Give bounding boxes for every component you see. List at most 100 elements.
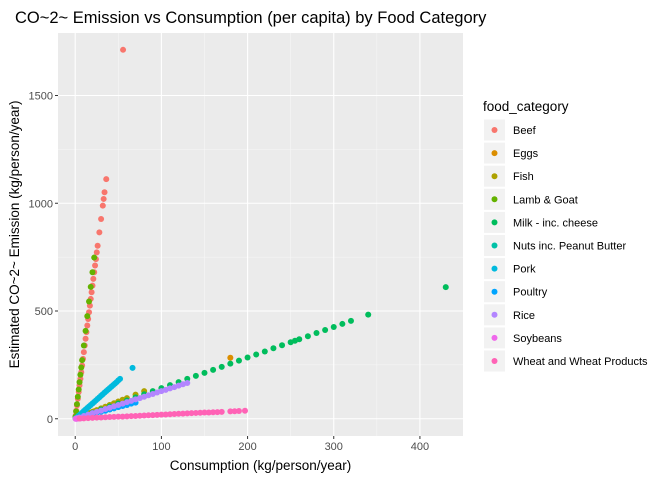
- data-point: [304, 333, 311, 340]
- data-point: [90, 275, 97, 282]
- data-point: [270, 345, 277, 352]
- data-point: [184, 379, 191, 386]
- x-tick-label: 400: [411, 441, 429, 453]
- legend-label: Rice: [513, 310, 535, 322]
- legend-marker: [491, 127, 498, 133]
- data-point: [149, 412, 156, 419]
- data-point: [136, 412, 143, 419]
- data-point: [261, 348, 268, 355]
- x-axis-label: Consumption (kg/person/year): [170, 458, 352, 473]
- data-point: [145, 412, 152, 419]
- data-point: [322, 326, 329, 333]
- data-point: [197, 409, 204, 416]
- legend-label: Soybeans: [513, 333, 562, 345]
- data-point: [87, 283, 94, 290]
- data-point: [93, 414, 100, 421]
- data-point: [77, 371, 84, 378]
- data-point: [132, 412, 139, 419]
- data-point: [129, 364, 136, 371]
- data-point: [192, 372, 199, 379]
- data-point: [154, 411, 161, 418]
- legend-marker: [491, 150, 498, 157]
- legend-marker: [491, 242, 498, 249]
- data-point: [98, 215, 105, 222]
- data-point: [111, 413, 118, 420]
- data-point: [123, 413, 130, 420]
- legend-marker: [491, 173, 498, 180]
- data-point: [128, 413, 135, 420]
- data-point: [120, 46, 127, 53]
- data-point: [119, 413, 126, 420]
- x-tick-label: 200: [238, 441, 256, 453]
- data-point: [76, 415, 83, 422]
- y-tick-label: 1500: [29, 90, 53, 102]
- data-point: [347, 317, 354, 324]
- data-point: [235, 408, 242, 415]
- data-point: [84, 322, 91, 329]
- legend-marker: [491, 265, 498, 272]
- data-point: [96, 229, 103, 236]
- data-point: [88, 289, 95, 296]
- data-point: [244, 354, 251, 361]
- data-point: [76, 379, 83, 386]
- data-point: [158, 411, 165, 418]
- data-point: [73, 401, 80, 408]
- data-point: [210, 366, 217, 373]
- x-tick-label: 100: [152, 441, 170, 453]
- data-point: [102, 414, 109, 421]
- data-point: [162, 411, 169, 418]
- data-point: [296, 336, 303, 343]
- legend-title: food_category: [483, 99, 569, 114]
- data-point: [93, 249, 100, 256]
- data-point: [214, 409, 221, 416]
- data-point: [141, 412, 148, 419]
- legend: Beef Eggs Fish Lamb & Goat Milk - inc. chees…: [483, 119, 658, 374]
- data-point: [231, 408, 238, 415]
- data-point: [101, 189, 108, 196]
- data-point: [94, 242, 101, 249]
- data-point: [188, 410, 195, 417]
- x-tick-label: 0: [72, 441, 78, 453]
- data-point: [218, 363, 225, 370]
- data-point: [330, 323, 337, 330]
- legend-label: Fish: [513, 171, 534, 183]
- legend-label: Beef: [513, 125, 537, 137]
- data-point: [171, 411, 178, 418]
- legend-marker: [491, 311, 498, 318]
- legend-label: Lamb & Goat: [513, 194, 578, 206]
- legend-background: [483, 119, 658, 374]
- data-point: [80, 342, 87, 349]
- data-point: [84, 313, 91, 320]
- data-point: [82, 327, 89, 334]
- data-point: [92, 262, 99, 269]
- data-point: [201, 409, 208, 416]
- y-axis: 0 500 1000 1500: [29, 90, 58, 426]
- data-point: [167, 411, 174, 418]
- data-point: [227, 408, 234, 415]
- data-point: [75, 386, 82, 393]
- data-point: [442, 284, 449, 291]
- data-point: [89, 269, 96, 276]
- data-point: [179, 410, 186, 417]
- legend-label: Pork: [513, 264, 536, 276]
- data-point: [103, 176, 110, 183]
- legend-label: Poultry: [513, 287, 548, 299]
- data-point: [253, 351, 260, 358]
- data-point: [201, 369, 208, 376]
- legend-label: Wheat and Wheat Products: [513, 356, 648, 368]
- data-point: [279, 342, 286, 349]
- legend-label: Eggs: [513, 148, 539, 160]
- data-points: [72, 46, 449, 422]
- data-point: [313, 329, 320, 336]
- data-point: [205, 409, 212, 416]
- data-point: [227, 354, 234, 361]
- legend-marker: [491, 288, 498, 295]
- legend-marker: [491, 196, 498, 203]
- y-axis-label: Estimated CO~2~ Emission (kg/person/year…: [7, 101, 22, 369]
- data-point: [80, 349, 87, 356]
- data-point: [339, 320, 346, 327]
- data-point: [79, 357, 86, 364]
- y-tick-label: 1000: [29, 198, 53, 210]
- data-point: [99, 202, 106, 209]
